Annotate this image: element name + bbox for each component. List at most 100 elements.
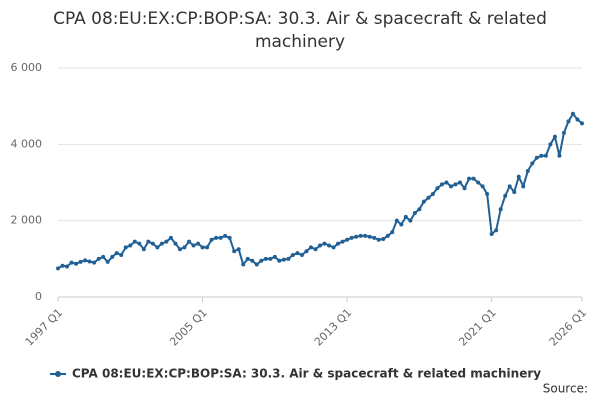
point <box>286 256 291 261</box>
point <box>281 257 286 262</box>
point <box>105 259 110 264</box>
x-tick-label: 1997 Q1 <box>23 306 66 349</box>
point <box>119 253 124 258</box>
point <box>489 232 494 237</box>
chart-title: CPA 08:EU:EX:CP:BOP:SA: 30.3. Air & spac… <box>53 9 547 52</box>
point <box>123 245 128 250</box>
point <box>92 260 97 265</box>
point <box>552 134 557 139</box>
point <box>299 253 304 258</box>
point <box>403 214 408 219</box>
point <box>155 245 160 250</box>
point <box>318 243 322 248</box>
point <box>232 249 237 254</box>
point <box>566 119 571 124</box>
point <box>83 258 88 263</box>
point <box>223 233 228 238</box>
y-tick-label: 0 <box>35 290 42 303</box>
point <box>408 218 413 223</box>
point <box>304 249 309 254</box>
point <box>534 155 539 160</box>
point <box>354 234 359 239</box>
point <box>254 262 259 267</box>
point <box>150 241 155 246</box>
point <box>272 254 277 259</box>
point <box>516 174 521 179</box>
y-tick-label: 2 000 <box>11 214 43 227</box>
point <box>503 193 508 198</box>
y-tick-label: 6 000 <box>11 61 43 74</box>
point <box>187 239 191 244</box>
point <box>164 239 169 244</box>
point <box>349 235 354 240</box>
point <box>476 180 481 185</box>
point <box>525 169 530 174</box>
point <box>385 233 390 238</box>
point <box>65 264 70 269</box>
point <box>290 253 295 258</box>
x-tick-label: 2021 Q1 <box>456 306 499 349</box>
point <box>313 247 318 252</box>
x-tick-label: 2013 Q1 <box>312 306 355 349</box>
point <box>421 199 426 204</box>
point <box>295 251 300 256</box>
point <box>430 191 435 196</box>
point <box>128 243 133 248</box>
point <box>327 243 332 248</box>
point <box>449 184 453 189</box>
point <box>521 184 526 189</box>
point <box>435 186 440 191</box>
point <box>250 258 255 263</box>
point <box>358 233 363 238</box>
point <box>60 263 65 268</box>
point <box>137 241 142 246</box>
point <box>114 251 119 256</box>
point <box>548 142 553 147</box>
point <box>173 241 178 246</box>
point <box>241 262 246 267</box>
point <box>205 245 210 250</box>
point <box>439 182 444 187</box>
point <box>331 245 336 250</box>
point <box>363 233 368 238</box>
point <box>96 256 101 261</box>
point <box>399 222 404 227</box>
point <box>467 176 472 181</box>
point <box>426 195 431 200</box>
x-tick-label: 2005 Q1 <box>167 306 210 349</box>
point <box>78 259 83 264</box>
point <box>227 235 232 240</box>
point <box>494 228 499 233</box>
point <box>196 241 201 246</box>
point <box>110 254 115 259</box>
point <box>575 117 580 122</box>
point <box>74 261 79 266</box>
point <box>530 161 535 166</box>
point <box>498 207 503 212</box>
point <box>236 247 241 252</box>
point <box>159 241 164 246</box>
point <box>570 111 575 116</box>
point <box>182 245 187 250</box>
point <box>462 186 467 191</box>
point <box>458 180 463 185</box>
point <box>87 259 92 264</box>
point <box>56 266 60 271</box>
point <box>200 245 205 250</box>
point <box>580 121 584 126</box>
point <box>191 243 196 248</box>
point <box>336 241 341 246</box>
point <box>557 153 562 158</box>
point <box>141 247 146 252</box>
point <box>146 239 151 244</box>
point <box>259 258 264 263</box>
point <box>561 130 566 135</box>
point <box>345 237 350 242</box>
point <box>444 180 449 185</box>
point <box>132 239 137 244</box>
y-tick-label: 4 000 <box>11 137 43 150</box>
point <box>372 235 377 240</box>
legend-label: CPA 08:EU:EX:CP:BOP:SA: 30.3. Air & spac… <box>72 367 541 381</box>
point <box>453 182 458 187</box>
